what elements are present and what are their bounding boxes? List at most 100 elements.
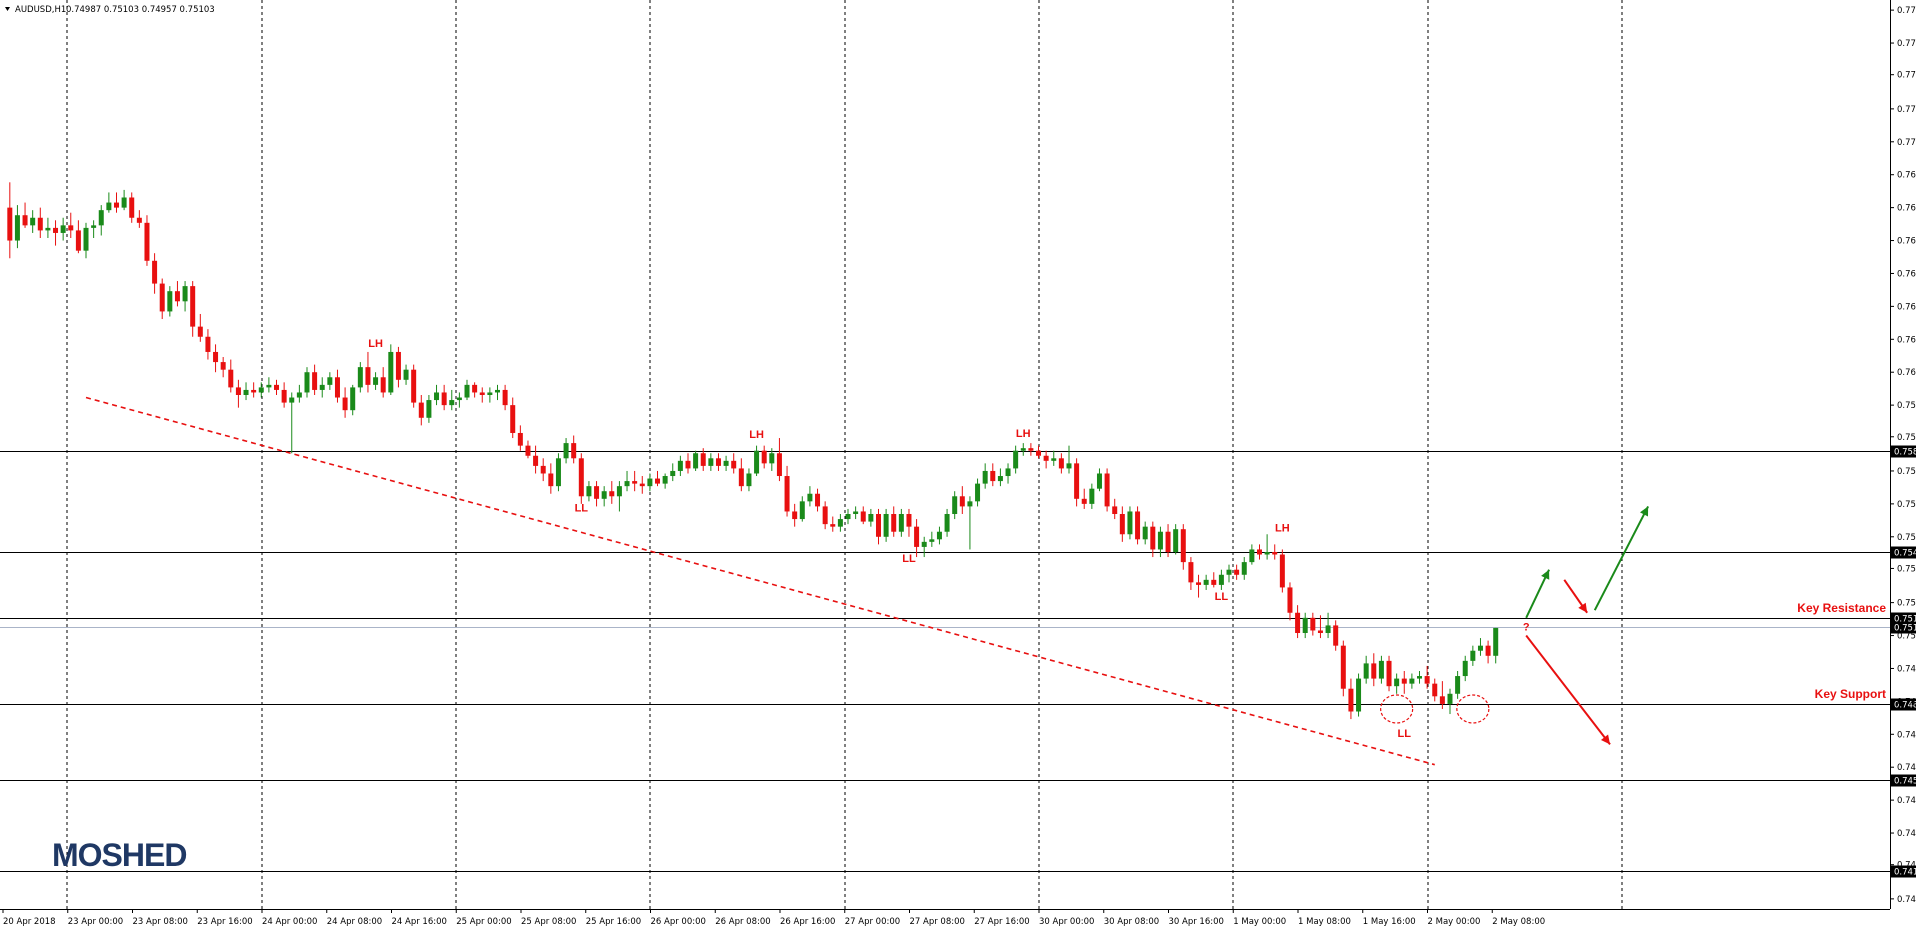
time-tick-label: 23 Apr 08:00	[133, 917, 188, 927]
candle-body	[426, 400, 432, 418]
time-tick-label: 27 Apr 08:00	[910, 917, 965, 927]
time-tick-label: 30 Apr 08:00	[1104, 917, 1159, 927]
candle-body	[1493, 627, 1499, 656]
candle-body	[1432, 683, 1438, 697]
price-tick-label: 0.76760	[1897, 204, 1916, 214]
candle-body	[357, 367, 363, 388]
candle-body	[601, 491, 607, 499]
candle-body	[167, 291, 173, 312]
price-tick-label: 0.76630	[1897, 237, 1916, 247]
candle-body	[1005, 468, 1011, 477]
candle-body	[449, 400, 455, 406]
candle-body	[1165, 531, 1171, 552]
candle-body	[1150, 526, 1156, 550]
candle-body	[746, 473, 752, 487]
candle-body	[1401, 678, 1407, 684]
candle-body	[1196, 582, 1202, 585]
logo-text: MOSHED	[52, 837, 186, 873]
level-badge-label: 0.74500	[1894, 777, 1916, 787]
candle-body	[1211, 579, 1217, 585]
ohlc-readout: 0.74987 0.75103 0.74957 0.75103	[66, 5, 215, 15]
candle-body	[1287, 587, 1293, 613]
candle-body	[1013, 450, 1019, 469]
time-tick-label: 23 Apr 00:00	[68, 917, 123, 927]
candle-body	[525, 445, 531, 456]
candle-body	[220, 362, 226, 370]
candle-body	[1317, 630, 1323, 634]
arrow-head	[1578, 602, 1588, 613]
candle-body	[1173, 529, 1179, 552]
chart-header: AUDUSD,H1 0.74987 0.75103 0.74957 0.7510…	[5, 5, 215, 15]
candle-body	[616, 486, 622, 497]
level-badge-label: 0.74800	[1894, 701, 1916, 711]
candle-body	[517, 432, 523, 446]
key-level-label: Key Support	[1815, 687, 1886, 701]
candle-body	[647, 478, 653, 487]
price-tick-label: 0.74810	[1897, 697, 1916, 707]
candle-body	[342, 397, 348, 411]
candle-body	[1127, 511, 1133, 535]
vertical-grid	[66, 0, 1623, 909]
candle-body	[891, 514, 897, 532]
candle-body	[1272, 551, 1278, 555]
price-tick-label: 0.77285	[1897, 71, 1916, 81]
candle-body	[1028, 448, 1034, 451]
candle-body	[334, 377, 340, 398]
pattern-label: LL	[1398, 728, 1412, 740]
time-tick-label: 25 Apr 16:00	[586, 917, 641, 927]
candle-body	[1188, 562, 1194, 583]
candle-body	[1394, 678, 1400, 687]
candle-body	[205, 336, 211, 352]
price-tick-label: 0.75200	[1897, 599, 1916, 609]
candle-body	[1081, 498, 1087, 504]
price-tick-label: 0.77150	[1897, 105, 1916, 115]
level-badge	[1891, 546, 1916, 559]
candle-body	[91, 225, 97, 228]
candle-body	[327, 377, 333, 385]
triangle-down-icon[interactable]	[5, 7, 10, 11]
candle-body	[37, 217, 43, 231]
candle-body	[1218, 574, 1224, 585]
price-tick-label: 0.75720	[1897, 467, 1916, 477]
candle-body	[213, 351, 219, 363]
candle-body	[586, 486, 592, 497]
candle-body	[502, 389, 508, 406]
price-tick-label: 0.76500	[1897, 269, 1916, 279]
candle-body	[655, 478, 661, 484]
candle-body	[982, 470, 988, 484]
price-tick-label: 0.75980	[1897, 401, 1916, 411]
candle-body	[296, 392, 302, 398]
time-tick-label: 26 Apr 08:00	[715, 917, 770, 927]
pattern-label: LH	[1275, 523, 1290, 535]
annotations: Key Resistance Key Support LH LL LH LL LH LL LH L…	[368, 338, 1886, 746]
candle-body	[792, 511, 798, 520]
candle-body	[815, 493, 821, 507]
candle-body	[738, 468, 744, 487]
pattern-label: LL	[902, 553, 916, 565]
price-tick-label: 0.75460	[1897, 533, 1916, 543]
candle-body	[1074, 463, 1080, 499]
price-tick-label: 0.75855	[1897, 433, 1916, 443]
candle-body	[1417, 676, 1423, 679]
candle-body	[1241, 562, 1247, 575]
pattern-label: LH	[368, 338, 383, 350]
candle-body	[761, 450, 767, 464]
candle-body	[715, 458, 721, 466]
candle-body	[159, 283, 165, 312]
candle-body	[1386, 660, 1392, 687]
time-tick-label: 24 Apr 16:00	[392, 917, 447, 927]
candles	[7, 182, 1499, 720]
candle-body	[594, 486, 600, 499]
candle-body	[1234, 569, 1240, 575]
time-tick-label: 26 Apr 00:00	[651, 917, 706, 927]
level-badge	[1891, 698, 1916, 711]
candle-body	[624, 481, 630, 487]
level-badge	[1891, 865, 1916, 878]
candle-body	[243, 389, 249, 395]
candle-body	[106, 202, 112, 211]
candle-body	[479, 392, 485, 395]
candle-body	[776, 453, 782, 477]
candle-body	[235, 387, 241, 395]
